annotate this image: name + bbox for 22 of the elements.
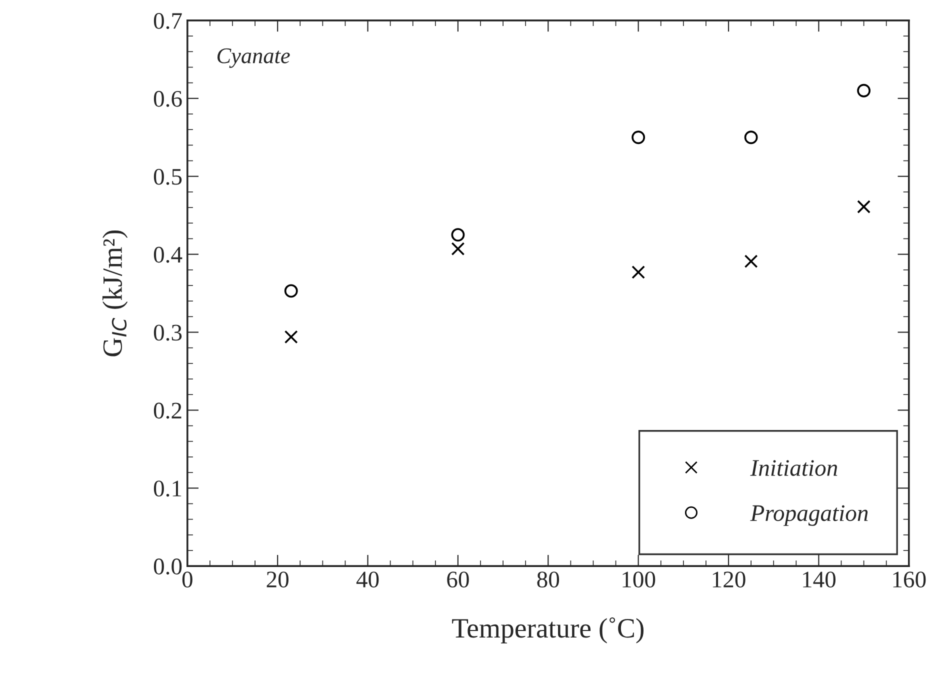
- legend-label: Initiation: [750, 460, 838, 476]
- x-tick-label: 20: [266, 572, 288, 588]
- y-tick-label: 0.1: [154, 480, 182, 497]
- x-tick-label: 140: [803, 572, 836, 588]
- x-tick-label: 120: [712, 572, 746, 588]
- annotation: Cyanate: [217, 48, 290, 68]
- y-tick-label: 0.0: [154, 558, 182, 575]
- x-tick-label: 40: [356, 572, 379, 588]
- x-tick-label: 80: [537, 572, 560, 588]
- x-tick-label: 100: [622, 572, 656, 588]
- x-tick-label: 0: [182, 572, 192, 588]
- y-axis-title: G$_{IC}$ (kJ/m²): [102, 230, 128, 356]
- y-tick-label: 0.5: [154, 168, 182, 185]
- y-tick-label: 0.4: [154, 246, 182, 263]
- x-tick-label: 60: [447, 572, 469, 588]
- legend-label: Propagation: [750, 505, 868, 526]
- y-tick-label: 0.3: [154, 324, 182, 341]
- y-tick-label: 0.2: [154, 402, 182, 419]
- x-tick-label: 160: [893, 572, 926, 588]
- y-tick-label: 0.6: [154, 90, 182, 107]
- x-axis-title: Temperature (˚C): [452, 617, 644, 644]
- y-tick-label: 0.7: [154, 12, 182, 29]
